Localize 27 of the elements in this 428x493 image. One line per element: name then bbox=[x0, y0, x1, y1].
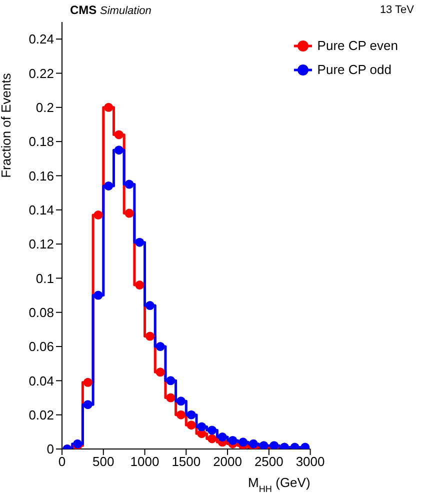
x-tick-label: 2000 bbox=[213, 454, 242, 470]
x-tick-label: 3000 bbox=[296, 454, 325, 470]
y-tick-label: 0.18 bbox=[28, 134, 54, 150]
y-tick-label: 0.24 bbox=[28, 32, 54, 47]
y-tick-label: 0.1 bbox=[36, 270, 54, 286]
y-tick-label: 0.02 bbox=[28, 407, 54, 422]
y-tick-label: 0.14 bbox=[28, 202, 54, 218]
y-tick-label: 0.04 bbox=[28, 373, 54, 388]
x-tick-label: 500 bbox=[92, 454, 114, 470]
x-axis-title: M$_{HH}$ (GeV) bbox=[248, 475, 310, 493]
x-tick-label: 0 bbox=[58, 454, 66, 470]
legend-label: Pure CP even bbox=[317, 38, 398, 53]
y-tick-label: 0.16 bbox=[28, 168, 54, 184]
x-tick-label: 1000 bbox=[130, 454, 160, 470]
x-tick-label: 2500 bbox=[254, 454, 284, 470]
chart-subtitle: Simulation bbox=[100, 5, 152, 17]
y-tick-label: 0.12 bbox=[28, 236, 54, 252]
y-tick-label: 0.08 bbox=[28, 304, 54, 320]
chart-title: CMS bbox=[70, 3, 97, 17]
y-tick-label: 0 bbox=[46, 442, 54, 457]
y-tick-label: 0.2 bbox=[36, 100, 54, 116]
legend-label: Pure CP odd bbox=[317, 62, 392, 77]
y-tick-label: 0.06 bbox=[28, 339, 54, 354]
text: 13 TeV bbox=[380, 4, 414, 16]
y-axis-title: Fraction of Events bbox=[0, 72, 14, 178]
x-tick-label: 1500 bbox=[172, 454, 201, 470]
y-tick-label: 0.22 bbox=[28, 66, 54, 81]
